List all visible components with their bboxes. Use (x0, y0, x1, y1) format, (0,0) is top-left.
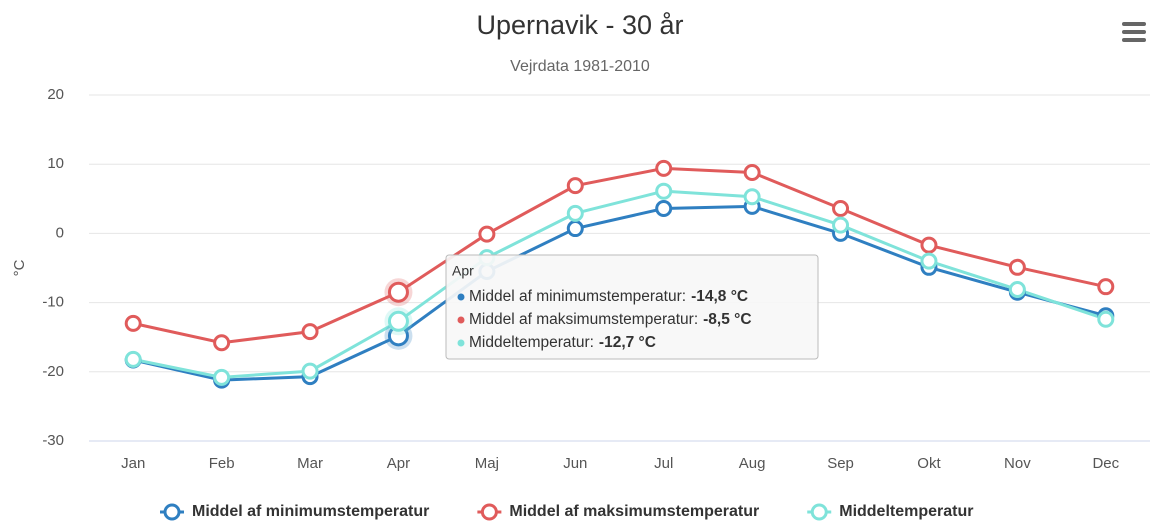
point (743, 188, 761, 206)
tooltip-value: -12,7 °C (599, 334, 656, 351)
y-tick-label: 0 (56, 224, 64, 241)
x-tick-label: Okt (917, 455, 941, 472)
y-tick-label: 20 (47, 86, 64, 103)
x-tick-label: Apr (387, 455, 410, 472)
tooltip-bullet (457, 339, 465, 347)
tooltip: Apr Middel af minimumstemperatur: -14,8 °C… (445, 254, 819, 360)
series-line (132, 189, 1107, 379)
chart-title: Upernavik - 30 år (476, 10, 683, 40)
point (1008, 280, 1026, 298)
point (566, 220, 584, 238)
tooltip-header: Apr (452, 263, 474, 279)
x-tick-label: Maj (475, 455, 499, 472)
tooltip-value: -14,8 °C (691, 288, 748, 305)
point (1097, 310, 1115, 328)
menu-button[interactable] (1122, 22, 1146, 42)
x-tick-label: Jan (121, 455, 145, 472)
tooltip-row: Middel af maksimumstemperatur: -8,5 °C (469, 311, 752, 328)
y-tick-label: -20 (42, 363, 64, 380)
point (655, 182, 673, 200)
tooltip-label: Middeltemperatur: (469, 334, 594, 351)
point (920, 252, 938, 270)
point (1008, 258, 1026, 276)
point (213, 334, 231, 352)
point (124, 350, 142, 368)
menu-bar (1122, 22, 1146, 26)
legend-marker (163, 503, 181, 521)
legend-marker (810, 503, 828, 521)
x-tick-label: Dec (1092, 455, 1119, 472)
tooltip-label: Middel af maksimumstemperatur: (469, 311, 698, 328)
point (387, 281, 409, 303)
x-tick-label: Feb (209, 455, 235, 472)
point (655, 199, 673, 217)
point (124, 314, 142, 332)
legend-label: Middel af maksimumstemperatur (509, 503, 759, 520)
point (832, 199, 850, 217)
point (1097, 278, 1115, 296)
menu-bar (1122, 30, 1146, 34)
x-tick-label: Jun (563, 455, 587, 472)
series-line (132, 166, 1107, 345)
x-tick-label: Jul (654, 455, 673, 472)
y-tick-label: -10 (42, 294, 64, 311)
tooltip-row: Middel af minimumstemperatur: -14,8 °C (469, 288, 748, 305)
chart-subtitle: Vejrdata 1981-2010 (510, 58, 650, 75)
x-tick-label: Aug (739, 455, 766, 472)
legend-item[interactable]: Middeltemperatur (807, 503, 973, 521)
point (213, 368, 231, 386)
tooltip-label: Middel af minimumstemperatur: (469, 288, 686, 305)
series-line (132, 204, 1107, 382)
tooltip-bullet (457, 316, 465, 324)
point (743, 164, 761, 182)
point (301, 323, 319, 341)
y-tick-label: -30 (42, 432, 64, 449)
x-tick-label: Sep (827, 455, 854, 472)
point (566, 204, 584, 222)
y-axis-label: °C (11, 259, 28, 276)
legend-label: Middeltemperatur (839, 503, 973, 520)
tooltip-value: -8,5 °C (703, 311, 751, 328)
point (301, 362, 319, 380)
point (566, 177, 584, 195)
x-tick-label: Mar (297, 455, 323, 472)
point (387, 310, 409, 332)
point (920, 236, 938, 254)
legend-item[interactable]: Middel af maksimumstemperatur (477, 503, 759, 521)
menu-bar (1122, 38, 1146, 42)
point (832, 216, 850, 234)
legend-marker (480, 503, 498, 521)
point (478, 225, 496, 243)
legend-label: Middel af minimumstemperatur (192, 503, 429, 520)
y-tick-label: 10 (47, 155, 64, 172)
tooltip-row: Middeltemperatur: -12,7 °C (469, 334, 656, 351)
x-tick-label: Nov (1004, 455, 1031, 472)
point (655, 159, 673, 177)
legend-item[interactable]: Middel af minimumstemperatur (160, 503, 429, 521)
legend: Middel af minimumstemperatur Middel af ma… (160, 503, 973, 521)
tooltip-box (445, 254, 819, 360)
tooltip-bullet (457, 293, 465, 301)
